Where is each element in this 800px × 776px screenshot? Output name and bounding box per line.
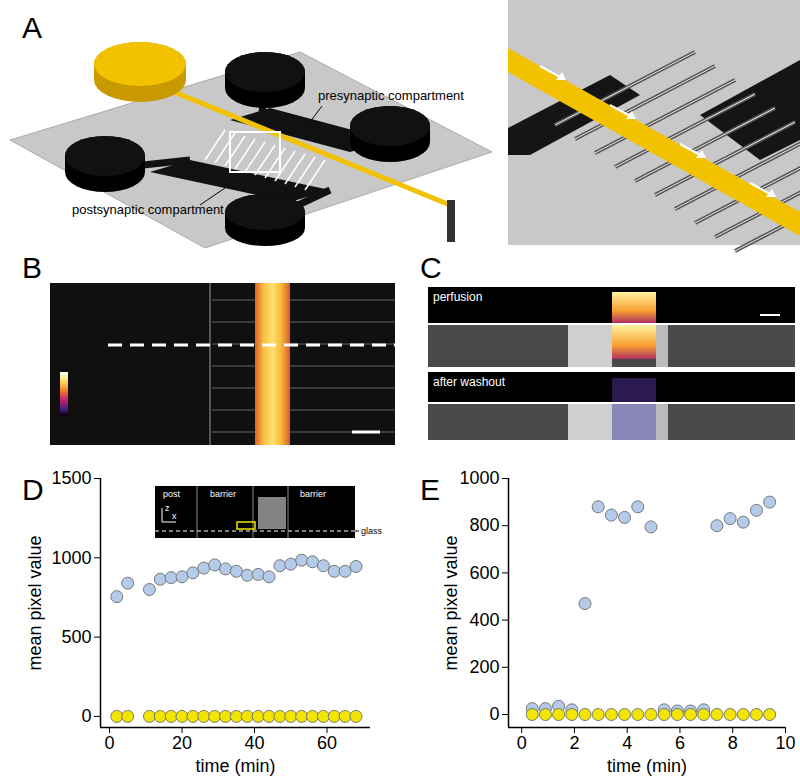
svg-text:800: 800 [469,515,499,535]
svg-text:time (min): time (min) [607,756,687,776]
svg-text:10: 10 [775,733,795,753]
svg-text:D: D [22,473,44,506]
svg-text:after washout: after washout [433,375,506,389]
svg-text:40: 40 [245,733,265,753]
svg-text:2: 2 [569,733,579,753]
svg-text:1000: 1000 [51,548,91,568]
svg-text:mean pixel value: mean pixel value [441,535,461,670]
svg-text:post: post [163,489,181,499]
svg-text:C: C [420,251,442,284]
svg-text:60: 60 [317,733,337,753]
svg-text:1500: 1500 [51,468,91,488]
svg-text:z: z [165,503,170,513]
svg-text:time (min): time (min) [196,756,276,776]
svg-text:500: 500 [61,627,91,647]
svg-text:4: 4 [622,733,632,753]
svg-text:0: 0 [489,704,499,724]
svg-text:A: A [22,11,42,44]
svg-text:postsynaptic compartment: postsynaptic compartment [72,202,224,217]
svg-text:0: 0 [105,733,115,753]
svg-text:barrier: barrier [300,489,326,499]
svg-text:x: x [172,511,177,521]
svg-text:presynaptic compartment: presynaptic compartment [318,88,464,103]
svg-text:8: 8 [728,733,738,753]
svg-text:0: 0 [81,706,91,726]
svg-text:B: B [22,251,42,284]
svg-text:mean pixel value: mean pixel value [25,535,45,670]
svg-text:200: 200 [469,657,499,677]
svg-text:400: 400 [469,610,499,630]
svg-text:20: 20 [172,733,192,753]
svg-text:E: E [420,473,440,506]
svg-text:0: 0 [517,733,527,753]
svg-text:600: 600 [469,563,499,583]
svg-text:glass: glass [361,526,383,536]
svg-text:1000: 1000 [459,468,499,488]
svg-text:perfusion: perfusion [433,290,482,304]
svg-text:6: 6 [675,733,685,753]
svg-text:barrier: barrier [210,489,236,499]
